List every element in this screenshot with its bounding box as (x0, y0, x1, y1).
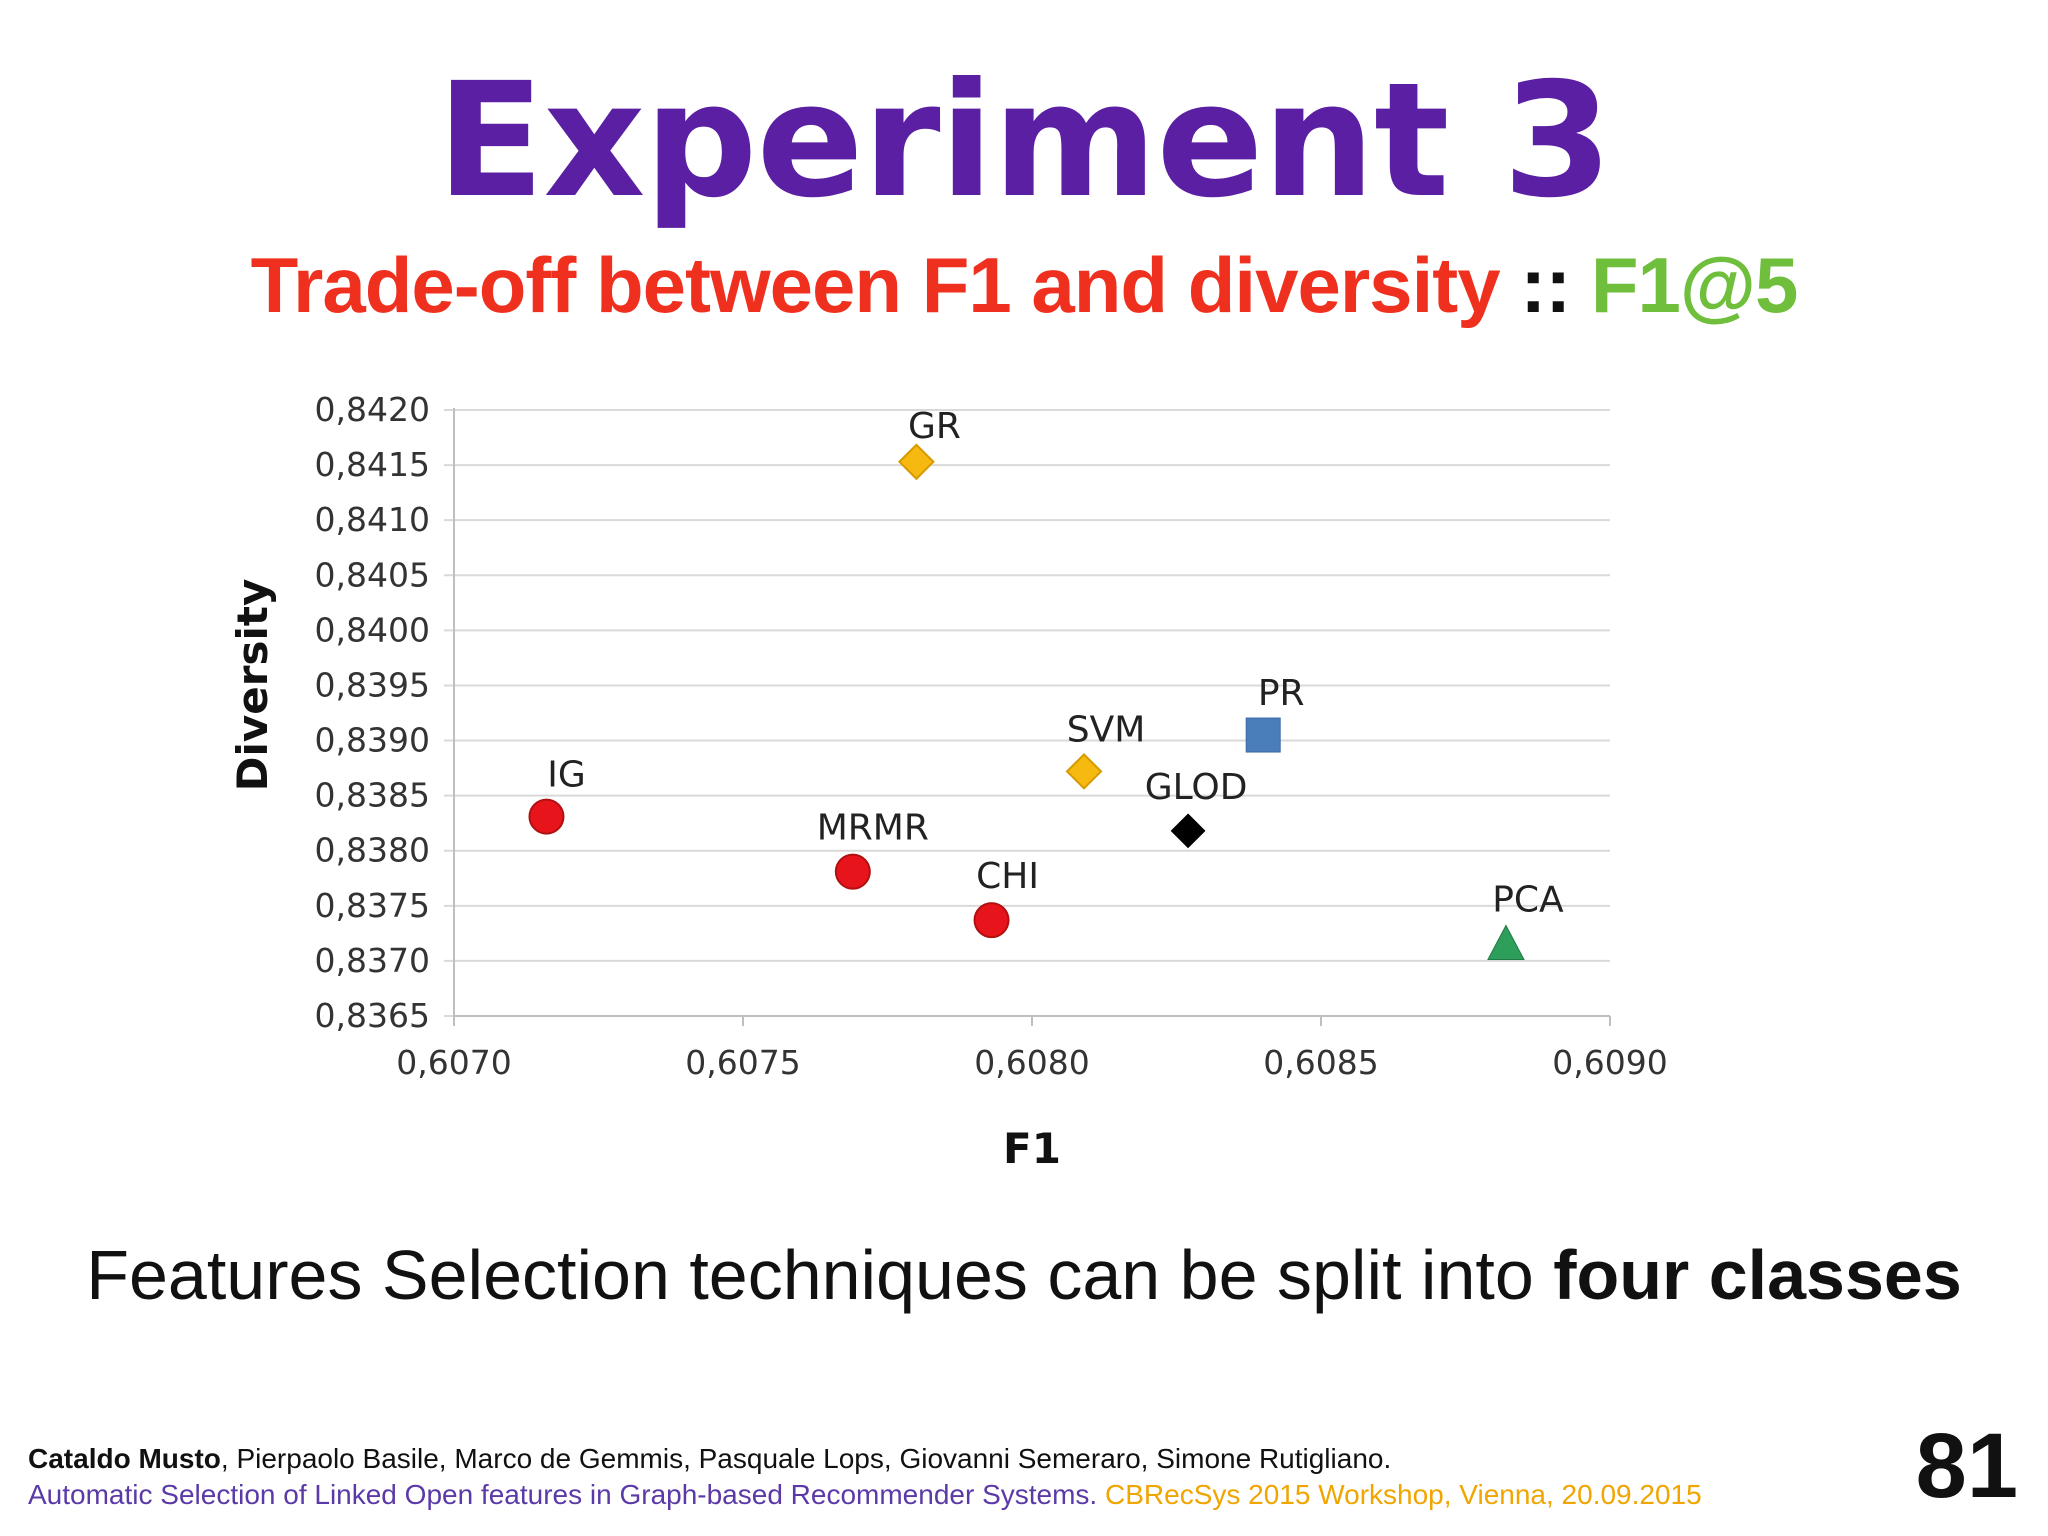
point-pr (1245, 717, 1281, 753)
point-glod (1170, 813, 1206, 849)
y-tick-label: 0,8370 (315, 941, 430, 980)
footer-citation: Automatic Selection of Linked Open featu… (28, 1479, 1702, 1511)
y-tick-label: 0,8380 (315, 831, 430, 870)
y-tick-label: 0,8415 (315, 445, 430, 484)
chart-canvas: 0,8420 0,8415 0,8410 0,8405 0,8400 0,8395 0,83… (228, 390, 1668, 1173)
footer-venue: CBRecSys 2015 Workshop, Vienna, 20.09.20… (1097, 1479, 1702, 1510)
point-mrmr (834, 853, 871, 890)
footer-coauthors: , Pierpaolo Basile, Marco de Gemmis, Pas… (220, 1443, 1392, 1474)
subtitle-separator: :: (1499, 241, 1591, 329)
point-mrmr-label: MRMR (817, 808, 929, 849)
footer-lead-author: Cataldo Musto (28, 1443, 221, 1474)
point-glod-label: GLOD (1145, 767, 1248, 808)
y-tick-label: 0,8405 (315, 555, 430, 594)
y-tick-label: 0,8395 (315, 665, 430, 704)
subtitle-main: Trade-off between F1 and diversity (250, 241, 1501, 329)
x-tick-label: 0,6085 (1263, 1043, 1378, 1082)
point-svm-label: SVM (1067, 709, 1146, 750)
footer-paper-title: Automatic Selection of Linked Open featu… (28, 1479, 1098, 1510)
y-tick-label: 0,8400 (315, 610, 430, 649)
y-axis-title: Diversity (228, 579, 277, 792)
y-tick-label: 0,8390 (315, 721, 430, 760)
point-pca (1487, 924, 1525, 960)
point-chi (973, 902, 1010, 939)
point-chi-label: CHI (976, 856, 1039, 897)
data-points (528, 443, 1525, 960)
statement-text: Features Selection techniques can be spl… (86, 1236, 1554, 1314)
y-tick-label: 0,8410 (315, 500, 430, 539)
x-axis-title: F1 (1003, 1124, 1061, 1173)
point-ig (528, 798, 565, 835)
point-gr (897, 443, 935, 481)
y-tick-label: 0,8420 (315, 390, 430, 429)
axes: 0,8420 0,8415 0,8410 0,8405 0,8400 0,8395 0,83… (315, 390, 1668, 1082)
point-labels: GR SVM PR GLOD IG MRMR CHI PCA (547, 406, 1564, 921)
x-tick-label: 0,6080 (974, 1043, 1089, 1082)
subtitle-metric: F1@5 (1590, 241, 1798, 329)
point-pca-label: PCA (1492, 879, 1564, 920)
x-tick-label: 0,6070 (396, 1043, 511, 1082)
summary-statement: Features Selection techniques can be spl… (0, 1240, 2048, 1310)
point-svm (1065, 752, 1103, 790)
point-gr-label: GR (908, 406, 961, 447)
y-tick-label: 0,8385 (315, 776, 430, 815)
statement-emphasis: four classes (1553, 1236, 1962, 1314)
slide-title: Experiment 3 (436, 49, 1613, 233)
page-number: 81 (1915, 1415, 2018, 1517)
point-pr-label: PR (1258, 673, 1305, 714)
x-tick-label: 0,6075 (685, 1043, 800, 1082)
footer-authors: Cataldo Musto, Pierpaolo Basile, Marco d… (28, 1443, 1391, 1475)
y-tick-label: 0,8365 (315, 996, 430, 1035)
slide-subtitle: Trade-off between F1 and diversity :: F1… (0, 246, 2048, 324)
y-tick-label: 0,8375 (315, 886, 430, 925)
scatter-chart: 0,8420 0,8415 0,8410 0,8405 0,8400 0,8395 0,83… (225, 378, 1705, 1190)
grid-lines (444, 409, 1610, 1017)
x-tick-label: 0,6090 (1552, 1043, 1667, 1082)
point-ig-label: IG (547, 755, 586, 796)
